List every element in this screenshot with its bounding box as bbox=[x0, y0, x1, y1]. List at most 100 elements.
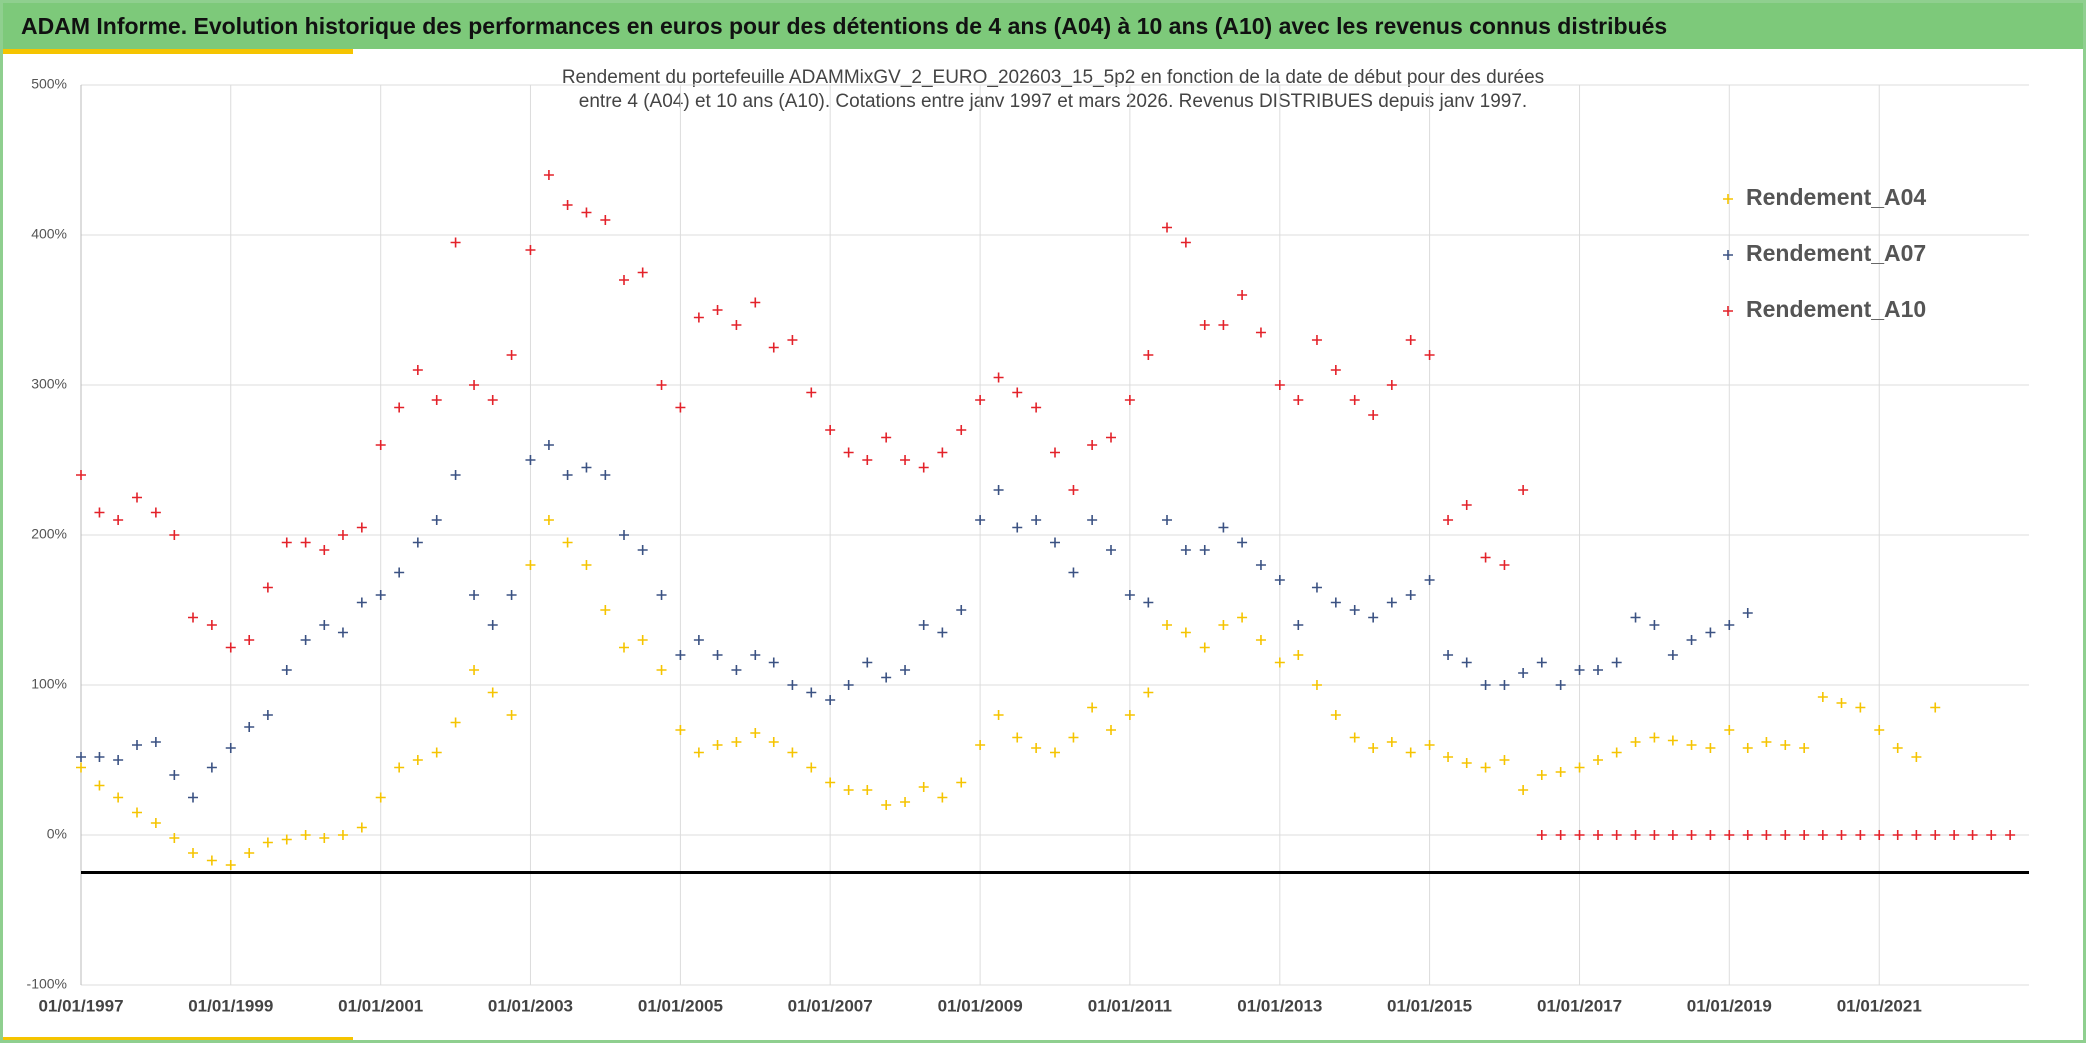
point bbox=[76, 470, 86, 480]
point bbox=[1649, 830, 1660, 840]
accent-bar bbox=[3, 1037, 353, 1040]
point bbox=[1443, 752, 1454, 762]
x-tick-label: 01/01/2013 bbox=[1237, 996, 1322, 1015]
point bbox=[1630, 612, 1641, 623]
point bbox=[1218, 320, 1229, 330]
point bbox=[1705, 830, 1716, 840]
point bbox=[1424, 575, 1435, 585]
point bbox=[619, 642, 630, 653]
point bbox=[1724, 725, 1735, 735]
x-tick-label: 01/01/2015 bbox=[1387, 996, 1472, 1015]
point bbox=[900, 665, 911, 675]
point bbox=[1255, 327, 1266, 338]
point bbox=[1330, 597, 1341, 608]
point bbox=[525, 455, 536, 465]
point bbox=[150, 507, 161, 518]
point bbox=[1499, 680, 1510, 690]
chart: Rendement du portefeuille ADAMMixGV_2_EU… bbox=[27, 67, 2029, 1015]
x-tick-label: 01/01/2017 bbox=[1537, 996, 1622, 1015]
legend-label: Rendement_A10 bbox=[1746, 296, 1926, 322]
point bbox=[1892, 830, 1903, 840]
point bbox=[1050, 537, 1060, 548]
point bbox=[1593, 755, 1603, 765]
point bbox=[262, 710, 273, 720]
point bbox=[637, 545, 648, 555]
point bbox=[469, 380, 480, 390]
point bbox=[1274, 575, 1285, 585]
point bbox=[1162, 515, 1173, 525]
point bbox=[1199, 320, 1210, 330]
point bbox=[1724, 830, 1735, 840]
x-tick-label: 01/01/2007 bbox=[788, 996, 873, 1015]
legend-marker bbox=[1723, 194, 1733, 204]
point bbox=[1050, 747, 1060, 758]
point bbox=[900, 797, 911, 807]
y-tick-label: 0% bbox=[47, 826, 67, 842]
point bbox=[562, 200, 573, 210]
chart-title: entre 4 (A04) et 10 ans (A10). Cotations… bbox=[579, 91, 1527, 112]
point bbox=[300, 635, 311, 645]
legend-label: Rendement_A04 bbox=[1746, 184, 1926, 210]
point bbox=[1031, 402, 1042, 413]
y-tick-label: -100% bbox=[27, 976, 67, 992]
point bbox=[619, 275, 630, 285]
point bbox=[937, 627, 948, 638]
point bbox=[731, 320, 742, 330]
point bbox=[300, 830, 311, 840]
point bbox=[1255, 635, 1266, 645]
point bbox=[94, 752, 105, 762]
point bbox=[1443, 515, 1454, 525]
point bbox=[750, 728, 761, 738]
point bbox=[206, 855, 217, 866]
point bbox=[1780, 740, 1791, 750]
point bbox=[675, 402, 686, 413]
legend-marker bbox=[1723, 306, 1733, 316]
point bbox=[2005, 830, 2016, 840]
point bbox=[206, 762, 217, 773]
point bbox=[1649, 732, 1660, 743]
point bbox=[787, 680, 798, 690]
point bbox=[188, 848, 199, 858]
point bbox=[656, 665, 667, 675]
point bbox=[1293, 395, 1304, 405]
point bbox=[1518, 668, 1529, 678]
point bbox=[1106, 545, 1116, 555]
point bbox=[1199, 642, 1210, 653]
point bbox=[225, 860, 236, 870]
point bbox=[993, 372, 1004, 383]
point bbox=[1911, 830, 1922, 840]
point bbox=[319, 833, 330, 843]
point bbox=[1761, 737, 1772, 747]
point bbox=[881, 432, 892, 443]
point bbox=[113, 792, 124, 803]
point bbox=[1068, 567, 1079, 578]
y-tick-label: 200% bbox=[31, 526, 67, 542]
x-tick-label: 01/01/2003 bbox=[488, 996, 573, 1015]
point bbox=[1368, 612, 1379, 623]
point bbox=[1311, 335, 1322, 345]
point bbox=[1031, 743, 1042, 753]
point bbox=[712, 650, 723, 660]
point bbox=[768, 657, 779, 668]
point bbox=[1611, 830, 1622, 840]
point bbox=[825, 425, 836, 435]
point bbox=[1761, 830, 1772, 840]
point bbox=[1218, 620, 1229, 630]
point bbox=[1480, 680, 1491, 690]
point bbox=[1874, 725, 1885, 735]
point bbox=[1742, 830, 1753, 840]
point bbox=[975, 515, 986, 525]
point bbox=[750, 297, 761, 308]
legend-label: Rendement_A07 bbox=[1746, 240, 1926, 266]
point bbox=[1012, 387, 1023, 398]
x-tick-label: 01/01/2019 bbox=[1687, 996, 1772, 1015]
x-tick-label: 01/01/2011 bbox=[1088, 996, 1172, 1015]
point bbox=[806, 762, 817, 773]
point bbox=[1967, 830, 1978, 840]
point bbox=[375, 440, 386, 450]
point bbox=[956, 777, 967, 788]
point bbox=[1162, 620, 1173, 630]
y-tick-label: 500% bbox=[31, 76, 67, 92]
point bbox=[956, 425, 967, 435]
